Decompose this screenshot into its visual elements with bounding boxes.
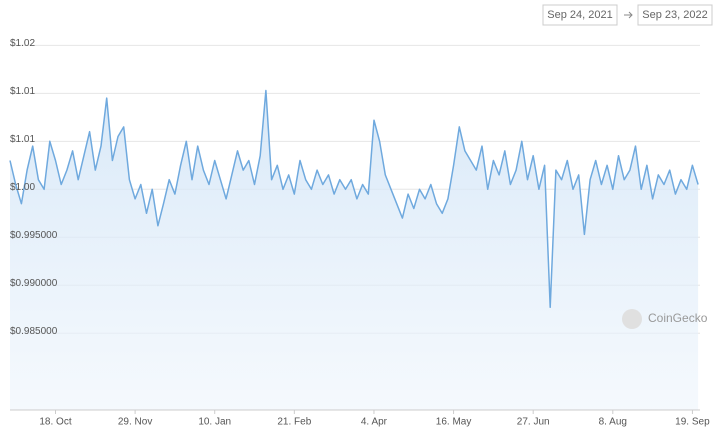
x-tick-label: 16. May (436, 417, 472, 428)
x-tick-label: 19. Sep (675, 417, 710, 428)
x-tick-label: 10. Jan (198, 417, 231, 428)
x-tick-label: 27. Jun (517, 417, 550, 428)
from-date[interactable]: Sep 24, 2021 (547, 9, 612, 21)
watermark-text: CoinGecko (648, 311, 708, 325)
to-date-box[interactable] (637, 4, 713, 26)
range-picker: Sep 24, 2021 Sep 23, 2022 (542, 4, 713, 26)
y-tick-label: $0.990000 (10, 278, 58, 289)
x-tick-label: 8. Aug (599, 417, 627, 428)
plot: $1.02 $1.01 $1.01 $1.00 $0.995000 $0.990000 $0… (9, 38, 710, 428)
x-tick-label: 18. Oct (39, 417, 71, 428)
area (10, 90, 699, 410)
to-date[interactable]: Sep 23, 2022 (642, 9, 707, 21)
watermark-logo (622, 309, 642, 329)
x-tick-label: 29. Nov (118, 417, 152, 428)
from-date-box[interactable] (542, 4, 618, 26)
y-tick-label: $0.985000 (10, 326, 58, 337)
watermark: CoinGecko (622, 309, 708, 329)
x-tick-label: 21. Feb (277, 417, 311, 428)
y-tick-label: $1.01 (10, 134, 35, 145)
price-line (9, 89, 699, 309)
arrow-icon (624, 11, 633, 19)
y-tick-label: $0.995000 (10, 230, 58, 241)
x-tick-label: 4. Apr (361, 417, 388, 428)
y-tick-label: $1.02 (10, 38, 35, 49)
y-tick-label: $1.01 (10, 86, 35, 97)
y-tick-label: $1.00 (10, 182, 35, 193)
